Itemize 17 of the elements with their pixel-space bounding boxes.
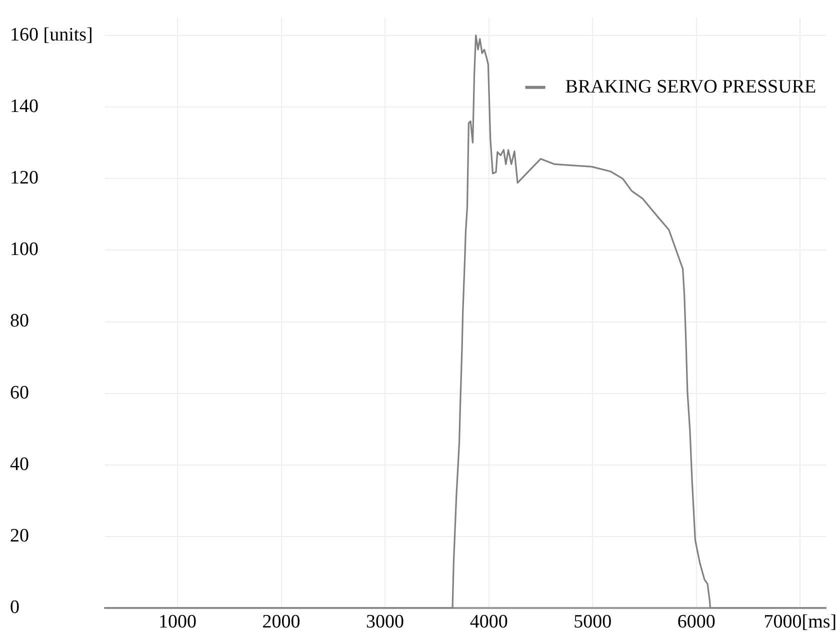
x-tick-label: 1000 [158,612,196,633]
y-tick-label: 0 [10,597,20,618]
x-tick-label: 5000 [574,612,612,633]
x-tick-label: 3000 [366,612,404,633]
y-tick-label: 120 [10,168,38,189]
y-tick-label: 100 [10,239,38,260]
x-tick-label: 7000[ms] [764,612,837,633]
y-tick-label: 40 [10,454,29,475]
y-tick-label: 80 [10,310,29,332]
x-tick-label: 2000 [262,612,300,633]
legend-label: BRAKING SERVO PRESSURE [565,76,816,98]
y-tick-label: 60 [10,382,29,404]
x-tick-label: 4000 [470,612,508,633]
x-tick-label: 6000 [677,612,716,633]
y-tick-label: 140 [10,96,38,117]
y-tick-label: 20 [10,526,29,547]
y-tick-label: 160 [units] [10,24,93,46]
